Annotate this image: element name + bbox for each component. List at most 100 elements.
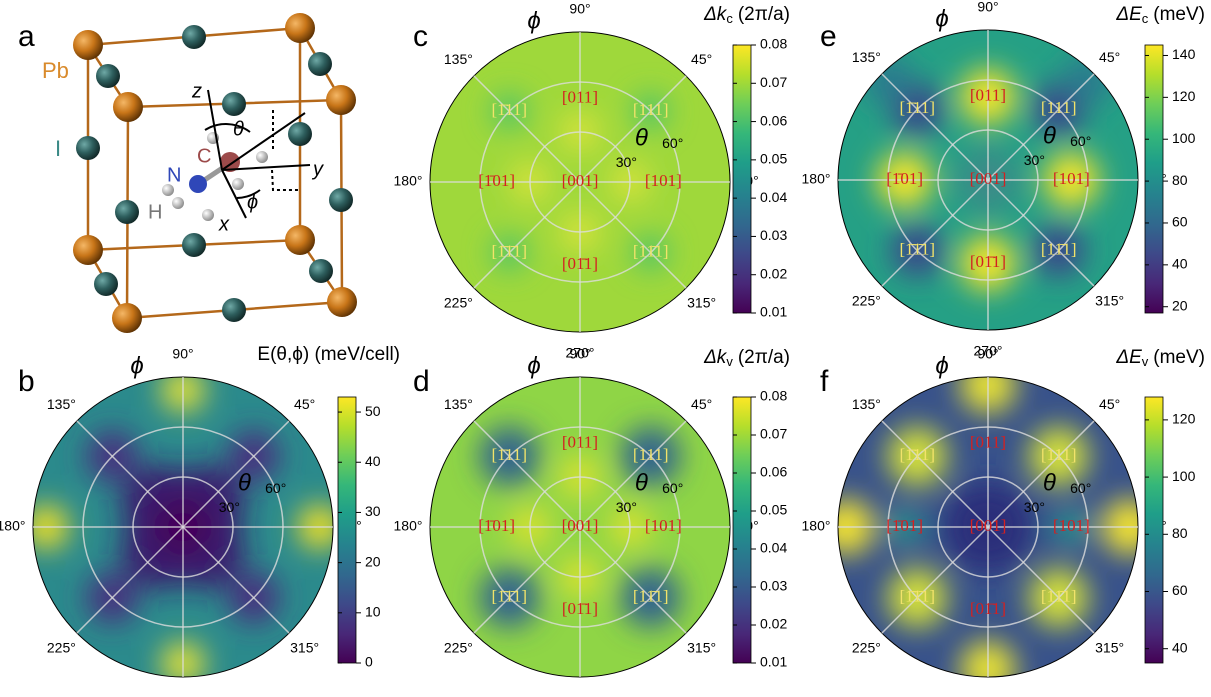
direction-label: [1̄01] <box>478 171 515 190</box>
radial-tick-label: 60° <box>1070 480 1091 496</box>
angle-label: 315° <box>290 639 319 655</box>
theta-label: θ <box>233 118 244 140</box>
angle-label: 135° <box>444 396 473 412</box>
colorbar-tick-label: 0.01 <box>760 304 787 320</box>
pb-label: Pb <box>42 58 69 83</box>
angle-label: 135° <box>852 396 881 412</box>
direction-label: [1̄11] <box>492 445 528 464</box>
direction-label: [101] <box>1053 516 1090 535</box>
colorbar-tick-label: 30 <box>365 503 381 519</box>
colorbar-tick-label: 0.04 <box>760 540 787 556</box>
direction-label: [001] <box>562 516 599 535</box>
colorbar-tick-label: 120 <box>1172 411 1196 427</box>
direction-label: [01̄1] <box>562 599 598 618</box>
colorbar-tick-label: 0.08 <box>760 388 787 404</box>
direction-label: [011] <box>970 86 1006 105</box>
angle-label: 180° <box>0 518 25 534</box>
direction-label: [101] <box>645 516 682 535</box>
n-label: N <box>167 164 181 186</box>
direction-label: [001] <box>970 516 1007 535</box>
title-quantity: Δk <box>703 4 728 25</box>
structure-panel: a Pb I z θ C y N H x ϕ <box>18 13 357 333</box>
panel-title: Δkv(2π/a) <box>703 347 790 369</box>
angle-label: 180° <box>802 518 831 534</box>
y-label: y <box>311 158 324 180</box>
colorbar-tick-label: 40 <box>365 453 381 469</box>
title-unit: (2π/a) <box>738 347 790 368</box>
direction-label: [1̄11] <box>900 445 936 464</box>
angle-label: 225° <box>47 639 76 655</box>
colorbar-tick-label: 120 <box>1172 88 1196 104</box>
h-label: H <box>148 201 162 223</box>
colorbar-tick-label: 140 <box>1172 46 1196 62</box>
direction-label: [011] <box>970 433 1006 452</box>
panel-letter: d <box>413 365 430 398</box>
i-label: I <box>55 136 61 161</box>
phi-symbol: ϕ <box>130 352 143 379</box>
direction-label: [001] <box>562 171 599 190</box>
angle-label: 45° <box>691 51 712 67</box>
direction-label: [11̄1] <box>633 587 669 606</box>
angle-label: 45° <box>1099 396 1120 412</box>
direction-label: [111] <box>1041 98 1077 117</box>
angle-label: 225° <box>852 639 881 655</box>
theta-symbol: θ <box>635 124 648 151</box>
radial-tick-label: 60° <box>662 135 683 151</box>
angle-label: 315° <box>1095 292 1124 308</box>
colorbar-tick-label: 0.06 <box>760 464 787 480</box>
radial-tick-label: 60° <box>662 480 683 496</box>
direction-label: [01̄1] <box>970 599 1006 618</box>
polar-panel: 30°60°90°45°135°180°0°225°315°270°ϕθ[001… <box>394 1 790 361</box>
title-quantity: ΔE <box>1115 4 1142 25</box>
title-unit: (meV) <box>1153 347 1205 368</box>
panel-letter: e <box>820 20 837 53</box>
angle-label: 225° <box>852 292 881 308</box>
theta-symbol: θ <box>1043 469 1056 496</box>
radial-tick-label: 60° <box>1070 133 1091 149</box>
colorbar-tick-label: 20 <box>1172 297 1188 313</box>
angle-label: 315° <box>1095 639 1124 655</box>
figure: a Pb I z θ C y N H x ϕ 30° 60° 90° 45° 135° 1… <box>0 0 1211 692</box>
title-subscript: v <box>1142 354 1149 369</box>
angle-label: 225° <box>444 294 473 310</box>
colorbar-tick-label: 0.06 <box>760 112 787 128</box>
direction-label: [001] <box>970 169 1007 188</box>
direction-label: [11̄1] <box>633 242 669 261</box>
angle-label: 90° <box>977 346 998 362</box>
direction-label: [111] <box>633 100 669 119</box>
direction-label: [101] <box>645 171 682 190</box>
radial-tick-label: 30° <box>616 154 637 170</box>
angle-label: 315° <box>687 294 716 310</box>
radial-tick-label: 30° <box>1024 499 1045 515</box>
z-label: z <box>191 80 202 102</box>
angle-label: 90° <box>569 1 590 17</box>
phi-symbol: ϕ <box>935 5 948 32</box>
angle-label: 135° <box>444 51 473 67</box>
radial-tick-label: 30° <box>219 499 240 515</box>
colorbar-tick-label: 0.03 <box>760 578 787 594</box>
colorbar-tick-label: 0.05 <box>760 151 787 167</box>
direction-label: [1̄01] <box>886 169 923 188</box>
angle-label: 135° <box>852 49 881 65</box>
panel-title: E(θ,ϕ) (meV/cell) <box>257 344 400 365</box>
colorbar-tick-label: 100 <box>1172 468 1196 484</box>
panel-title: Δkc(2π/a) <box>703 4 790 26</box>
colorbar <box>338 397 356 663</box>
panel-letter: b <box>18 365 35 398</box>
panel-title: ΔEc(meV) <box>1115 4 1205 26</box>
polar-panel: 30°60°90°45°135°180°0°225°315°270°ϕθ[001… <box>802 346 1205 692</box>
direction-label: [1̄1̄1] <box>900 240 936 259</box>
phi-label: ϕ <box>247 191 258 213</box>
title-unit: (meV) <box>1153 4 1205 25</box>
colorbar-tick-label: 20 <box>365 553 381 569</box>
colorbar-tick-label: 40 <box>1172 256 1188 272</box>
phi-symbol: ϕ <box>935 352 948 379</box>
angle-label: 45° <box>1099 49 1120 65</box>
colorbar-tick-label: 0.01 <box>760 654 787 670</box>
panel-letter: a <box>18 20 35 53</box>
angle-label: 225° <box>444 639 473 655</box>
title-subscript: c <box>726 11 733 26</box>
direction-label: [11̄1] <box>1041 587 1077 606</box>
colorbar-tick-label: 0.02 <box>760 265 787 281</box>
angle-label: 90° <box>172 346 193 362</box>
